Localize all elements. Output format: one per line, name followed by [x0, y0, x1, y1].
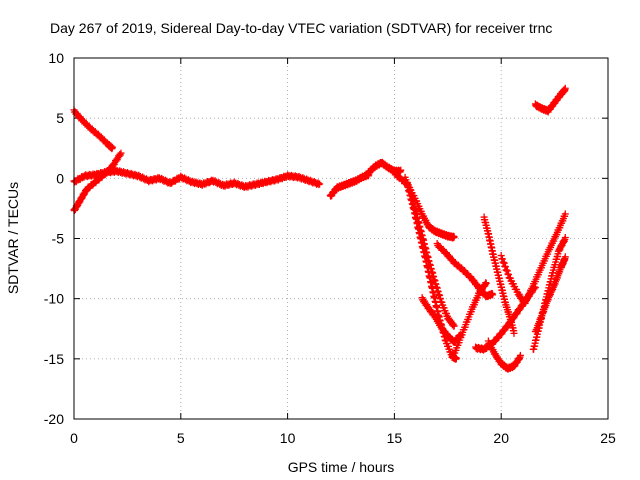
data-point [450, 233, 458, 241]
grid-lines [74, 58, 608, 419]
chart-title: Day 267 of 2019, Sidereal Day-to-day VTE… [50, 20, 552, 36]
series-middle-arc [433, 240, 497, 301]
tick-labels: 0 5 10 15 20 25 -20 -15 -10 -5 0 5 10 [44, 50, 616, 446]
x-tick-label: 10 [280, 430, 296, 446]
data-point [397, 166, 405, 174]
y-tick-label: 10 [48, 50, 64, 66]
data-point [489, 291, 497, 299]
data-point [561, 84, 569, 92]
y-tick-label: 5 [56, 110, 64, 126]
x-tick-label: 5 [177, 430, 185, 446]
series-deep-dip [403, 179, 460, 363]
data-point [315, 181, 323, 189]
series-upper-branch [390, 169, 458, 242]
series-late-low [484, 337, 524, 373]
data-point [561, 234, 569, 241]
data-point [561, 210, 569, 218]
x-tick-label: 0 [70, 430, 78, 446]
plot-frame [73, 57, 609, 420]
data-point [108, 143, 116, 151]
data-point [316, 180, 324, 188]
series-late-rise-1 [497, 210, 569, 308]
y-tick-label: -20 [44, 411, 64, 427]
x-tick-label: 15 [387, 430, 403, 446]
data-point [482, 280, 490, 288]
data-point [450, 322, 458, 330]
series-late-upper [531, 84, 569, 116]
data-point [117, 149, 125, 157]
data-point [510, 329, 518, 337]
data-points [70, 84, 569, 373]
data-point [452, 354, 460, 362]
y-tick-label: 0 [56, 170, 64, 186]
x-axis-label: GPS time / hours [288, 459, 395, 475]
x-tick-label: 25 [600, 430, 616, 446]
y-tick-label: -5 [52, 231, 65, 247]
y-tick-label: -10 [44, 291, 64, 307]
y-tick-label: -15 [44, 351, 64, 367]
series-baseline-0-12h [70, 166, 324, 191]
series-late-rise-3 [529, 234, 569, 353]
data-point [516, 351, 524, 359]
data-point [561, 253, 569, 261]
x-tick-label: 20 [493, 430, 509, 446]
y-axis-label: SDTVAR / TECUs [5, 182, 21, 294]
series-decreasing-arc-start [70, 106, 116, 153]
series-segment-12-14h [326, 170, 373, 200]
